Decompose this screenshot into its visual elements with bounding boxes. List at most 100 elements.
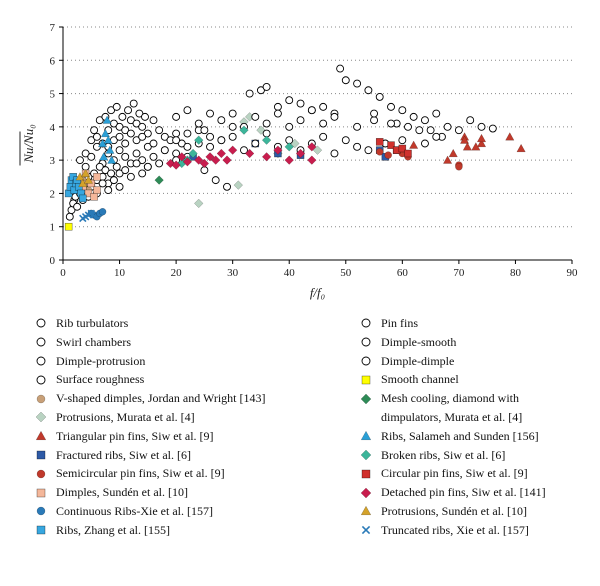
point-s19-4 (404, 149, 412, 158)
point-s17-1 (100, 128, 111, 138)
legend-marker-left-2 (36, 356, 46, 366)
legend-symbol-right-1 (361, 337, 371, 347)
data-points (64, 64, 526, 231)
point-s6-2 (448, 148, 458, 158)
legend-label-left-6: Triangular pin fins, Siw et al. [9] (56, 428, 214, 443)
point-s1-10 (138, 156, 147, 165)
point-s2-17 (121, 166, 130, 175)
point-s18-3 (194, 135, 204, 145)
legend-symbol-left-0 (36, 318, 46, 328)
point-s0-40 (132, 136, 141, 145)
legend-label-right-2: Dimple-dimple (381, 353, 455, 368)
point-s6-4 (459, 135, 470, 144)
legend-item-right-6: Broken ribs, Siw et al. [6] (355, 446, 546, 465)
legend-item-right-9: Protrusions, Sundén et al. [10] (355, 502, 546, 521)
point-s14-9 (273, 109, 282, 118)
point-s1-18 (211, 176, 220, 185)
point-s0-1 (76, 156, 84, 165)
y-tick-label-5: 5 (50, 89, 56, 101)
point-s0-10 (107, 106, 116, 115)
point-s2-21 (143, 162, 152, 171)
y-tick-label-4: 4 (50, 122, 56, 134)
legend-label-left-1: Swirl chambers (56, 334, 131, 349)
legend-left-column: Rib turbulators Swirl chambers Dimple-prot… (30, 314, 265, 540)
point-s12-11 (353, 79, 362, 88)
point-s0-42 (143, 142, 152, 151)
point-s0-16 (124, 106, 132, 115)
legend-item-left-3: Surface roughness (30, 370, 265, 389)
legend-item-right-4: Mesh cooling, diamond with (355, 389, 546, 408)
legend-symbol-left-4 (36, 394, 46, 403)
legend-symbol-left-9 (36, 488, 46, 497)
point-s6-7 (505, 132, 515, 141)
legend-marker-left-1 (36, 337, 46, 347)
point-s20-2 (177, 152, 187, 162)
point-s12-19 (443, 122, 452, 131)
point-s17-6 (99, 152, 109, 161)
legend-symbol-right-8 (360, 487, 372, 498)
legend-symbol-left-7 (36, 450, 46, 460)
point-s0-4 (90, 126, 99, 135)
y-axis-label: Nu/Nu₀ (21, 124, 36, 163)
legend-label-right-6: Broken ribs, Siw et al. [6] (381, 447, 506, 462)
legend-symbol-right-0 (361, 318, 371, 328)
point-s17-3 (103, 135, 113, 144)
legend-label-right-4-line2: dimpulators, Murata et al. [4] (381, 409, 523, 424)
point-s14-3 (206, 109, 214, 118)
point-s5-1 (233, 180, 244, 190)
point-s20-10 (227, 145, 238, 155)
legend-symbol-right-7 (361, 469, 371, 479)
legend-symbol-right-4 (360, 393, 372, 404)
point-s0-43 (149, 139, 158, 148)
point-s20-17 (307, 155, 317, 165)
legend-marker-left-10 (36, 507, 46, 516)
point-s12-4 (285, 96, 294, 105)
point-s12-5 (296, 99, 305, 108)
point-s12-3 (273, 102, 282, 111)
x-tick-label-3: 30 (227, 267, 239, 279)
legend-marker-left-9 (36, 488, 46, 497)
legend-marker-right-6 (360, 449, 372, 461)
point-s2-15 (112, 162, 121, 171)
point-s12-17 (421, 116, 429, 125)
x-tick-label-9: 90 (567, 267, 579, 279)
point-s3-13 (109, 176, 118, 185)
legend-item-right-0: Pin fins (355, 314, 546, 333)
point-s14-10 (285, 122, 294, 131)
point-s1-13 (155, 159, 164, 168)
point-s2-19 (132, 159, 141, 168)
point-s12-12 (364, 86, 373, 95)
point-s1-7 (121, 152, 130, 161)
point-s13-1 (183, 129, 192, 138)
point-s20-15 (295, 148, 306, 159)
legend-item-left-5: Protrusions, Murata et al. [4] (30, 408, 265, 427)
point-s1-9 (132, 149, 141, 158)
legend-item-left-6: Triangular pin fins, Siw et al. [9] (30, 427, 265, 446)
point-s2-11 (101, 166, 110, 175)
point-s17-2 (102, 115, 112, 124)
point-s6-5 (476, 138, 487, 148)
legend-item-left-9: Dimples, Sundén et al. [10] (30, 483, 265, 502)
point-s0-2 (81, 149, 90, 158)
legend-marker-left-4 (36, 394, 46, 403)
point-s11-9 (79, 194, 87, 203)
legend-label-right-1: Dimple-smooth (381, 334, 457, 349)
legend-marker-left-7 (36, 450, 46, 460)
point-s2-13 (107, 169, 116, 178)
point-s17-4 (105, 145, 115, 154)
point-s5-0 (194, 198, 204, 209)
point-s0-21 (138, 122, 147, 131)
point-s1-19 (223, 182, 231, 191)
legend-label-right-4: Mesh cooling, diamond with (381, 391, 519, 406)
point-s8-0 (375, 148, 384, 156)
legend-marker-left-6 (35, 430, 47, 441)
point-s2-18 (126, 172, 135, 181)
point-s13-18 (364, 146, 373, 155)
point-s0-32 (206, 132, 214, 141)
x-tick-label-0: 0 (60, 267, 66, 279)
y-tick-label-3: 3 (50, 155, 56, 167)
legend-symbol-left-3 (36, 375, 46, 385)
legend-symbol-right-6 (360, 449, 372, 461)
point-s6-8 (516, 143, 526, 153)
legend-symbol-right-5 (360, 430, 372, 441)
